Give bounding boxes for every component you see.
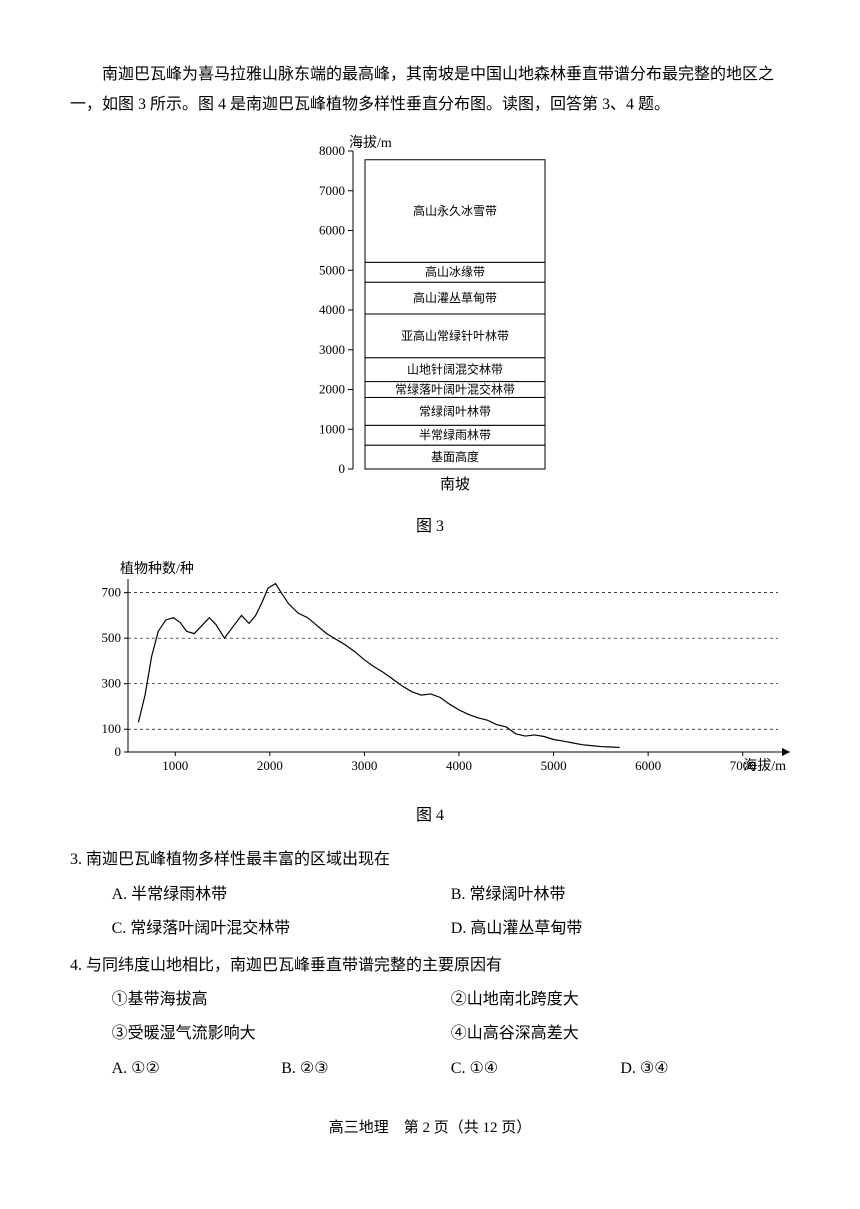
svg-text:5000: 5000 [319,262,345,277]
svg-text:1000: 1000 [319,421,345,436]
svg-text:300: 300 [102,675,122,690]
svg-text:常绿落叶阔叶混交林带: 常绿落叶阔叶混交林带 [395,381,515,396]
svg-text:高山永久冰雪带: 高山永久冰雪带 [413,203,497,218]
svg-text:2000: 2000 [257,758,283,773]
q4-option-d[interactable]: D. ③④ [620,1054,790,1084]
figure-4: 植物种数/种 0 100 300 500 700 1000 2000 3000 4000 5000 6… [80,557,790,793]
svg-text:高山灌丛草甸带: 高山灌丛草甸带 [413,290,497,305]
q3-option-d[interactable]: D. 高山灌丛草甸带 [451,914,790,944]
q4-option-a[interactable]: A. ①② [112,1054,282,1084]
svg-text:亚高山常绿针叶林带: 亚高山常绿针叶林带 [401,328,509,343]
svg-text:4000: 4000 [446,758,472,773]
svg-text:2000: 2000 [319,381,345,396]
figure-3: 海拔/m 0 1000 2000 3000 4000 5000 6000 7000 8000 基面高… [70,133,790,504]
q4-stmt-2: ②山地南北跨度大 [451,985,790,1015]
figure-3-chart: 海拔/m 0 1000 2000 3000 4000 5000 6000 7000 8000 基面高… [295,133,565,493]
svg-text:高山冰缘带: 高山冰缘带 [425,264,485,279]
svg-text:常绿阔叶林带: 常绿阔叶林带 [419,403,491,418]
q4-option-b[interactable]: B. ②③ [281,1054,451,1084]
page-footer: 高三地理 第 2 页（共 12 页） [70,1114,790,1143]
svg-text:3000: 3000 [351,758,377,773]
svg-text:100: 100 [102,721,122,736]
figure-3-caption: 图 3 [70,512,790,542]
q4-stmt-4: ④山高谷深高差大 [451,1019,790,1049]
question-4-statements: ①基带海拔高 ②山地南北跨度大 ③受暖湿气流影响大 ④山高谷深高差大 [70,983,790,1052]
question-3-stem: 3. 南迦巴瓦峰植物多样性最丰富的区域出现在 [70,845,790,875]
svg-text:6000: 6000 [635,758,661,773]
q3-option-c[interactable]: C. 常绿落叶阔叶混交林带 [112,914,451,944]
intro-paragraph: 南迦巴瓦峰为喜马拉雅山脉东端的最高峰，其南坡是中国山地森林垂直带谱分布最完整的地… [70,60,790,121]
figure-4-chart: 植物种数/种 0 100 300 500 700 1000 2000 3000 4000 5000 6… [80,557,800,782]
svg-text:植物种数/种: 植物种数/种 [120,561,194,577]
svg-text:7000: 7000 [319,183,345,198]
q4-stmt-1: ①基带海拔高 [112,985,451,1015]
svg-text:8000: 8000 [319,143,345,158]
q4-option-c[interactable]: C. ①④ [451,1054,621,1084]
svg-text:1000: 1000 [162,758,188,773]
svg-text:基面高度: 基面高度 [431,449,479,464]
svg-text:半常绿雨林带: 半常绿雨林带 [419,427,491,442]
figure-4-caption: 图 4 [70,801,790,831]
question-3-options: A. 半常绿雨林带 B. 常绿阔叶林带 C. 常绿落叶阔叶混交林带 D. 高山灌… [70,878,790,947]
question-4-options: A. ①② B. ②③ C. ①④ D. ③④ [70,1052,790,1086]
svg-text:3000: 3000 [319,342,345,357]
q3-option-a[interactable]: A. 半常绿雨林带 [112,880,451,910]
q3-option-b[interactable]: B. 常绿阔叶林带 [451,880,790,910]
svg-text:海拔/m: 海拔/m [349,135,392,151]
svg-text:0: 0 [115,744,122,759]
svg-text:6000: 6000 [319,222,345,237]
q4-stmt-3: ③受暖湿气流影响大 [112,1019,451,1049]
svg-text:南坡: 南坡 [440,476,470,493]
svg-text:山地针阔混交林带: 山地针阔混交林带 [407,361,503,376]
svg-text:5000: 5000 [541,758,567,773]
svg-text:700: 700 [102,584,122,599]
svg-text:500: 500 [102,630,122,645]
svg-text:4000: 4000 [319,302,345,317]
svg-text:海拔/m: 海拔/m [743,758,786,774]
svg-text:0: 0 [339,461,346,476]
question-4-stem: 4. 与同纬度山地相比，南迦巴瓦峰垂直带谱完整的主要原因有 [70,951,790,981]
